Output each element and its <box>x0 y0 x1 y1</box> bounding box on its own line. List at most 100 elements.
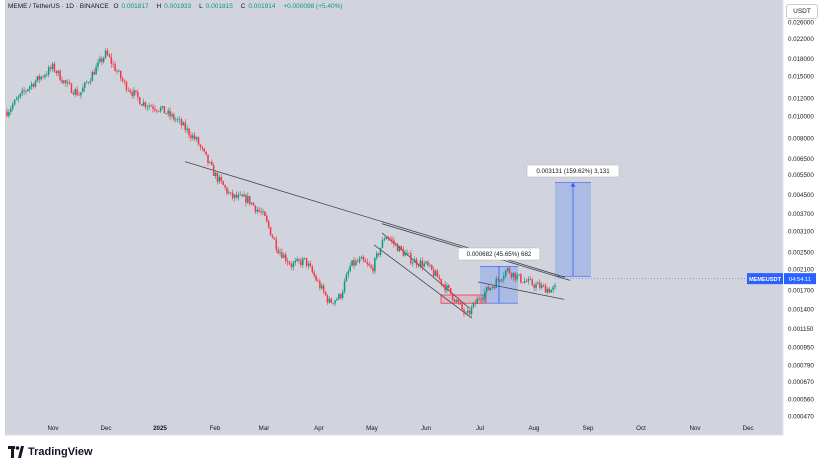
candle-body <box>427 261 429 266</box>
time-tick-label: Nov <box>689 425 701 432</box>
candle-body <box>15 98 18 101</box>
candle-body <box>446 285 448 291</box>
candle-body <box>347 271 350 275</box>
price-tick-label: 0.003700 <box>788 211 814 218</box>
candle-body <box>542 285 545 286</box>
candle-body <box>423 263 425 267</box>
candle-body <box>214 173 217 176</box>
candle-body <box>32 83 35 87</box>
price-tick-label: 0.000950 <box>788 345 814 352</box>
candle-body <box>324 291 327 296</box>
candle-body <box>463 309 465 314</box>
candle-body <box>307 263 310 266</box>
candle-body <box>413 259 416 263</box>
candle-body <box>228 192 230 194</box>
currency-button[interactable]: USDT <box>786 4 818 19</box>
candle-body <box>381 239 384 248</box>
candle-body <box>78 95 80 96</box>
candle-body <box>199 144 202 147</box>
candle-body <box>97 62 99 67</box>
candle-body <box>315 275 317 281</box>
candle-body <box>489 287 492 291</box>
candle-body <box>313 272 315 276</box>
candle-body <box>548 288 551 293</box>
price-axis[interactable]: 0.026000 0.022000 0.018000 0.015000 0.012000… <box>788 20 814 421</box>
candle-body <box>468 310 471 315</box>
candle-body <box>99 58 101 63</box>
candle-body <box>137 92 139 98</box>
price-tick-label: 0.001700 <box>788 287 814 294</box>
candle-body <box>533 284 535 288</box>
candle-body <box>404 252 406 256</box>
time-tick-label: Oct <box>636 425 646 432</box>
candle-body <box>152 106 154 109</box>
candle-body <box>294 260 296 263</box>
candle-body <box>436 270 439 278</box>
candle-body <box>123 80 126 82</box>
candle-body <box>351 260 353 266</box>
candle-body <box>493 286 496 289</box>
close-value: 0.001914 <box>248 3 276 10</box>
candle-body <box>309 263 312 267</box>
candle-body <box>508 268 511 274</box>
candle-body <box>252 202 255 206</box>
candle-body <box>169 110 171 117</box>
candle-body <box>360 256 363 259</box>
candle-body <box>332 302 334 304</box>
candle-body <box>504 270 507 276</box>
candle-body <box>243 194 245 197</box>
candle-body <box>484 291 486 299</box>
candle-body <box>518 274 520 276</box>
candle-body <box>271 235 274 238</box>
symbol-title[interactable]: MEME / TetherUS · 1D · BINANCE <box>8 3 109 10</box>
candle-body <box>106 50 109 55</box>
candle-body <box>302 258 304 266</box>
candle-body <box>114 64 116 72</box>
time-axis[interactable]: Nov Dec 2025 Feb Mar Apr May Jun Jul Aug Sep Oct Nov… <box>47 425 753 432</box>
candle-body <box>76 89 78 96</box>
tradingview-logo-icon <box>8 446 24 458</box>
candle-body <box>72 92 75 95</box>
candle-body <box>203 148 205 152</box>
trendline[interactable] <box>373 244 473 319</box>
candle-body <box>80 92 82 96</box>
candle-body <box>44 75 46 78</box>
trendline[interactable] <box>477 281 565 300</box>
candle-body <box>27 89 29 91</box>
candle-body <box>319 281 321 289</box>
candle-body <box>269 227 272 236</box>
candle-body <box>539 282 541 288</box>
candle-body <box>385 236 387 240</box>
large-measure-label: 0.003131 (159.62%) 3,131 <box>536 168 610 175</box>
countdown-tag-text: 04:54:11 <box>789 277 811 283</box>
candle-body <box>146 106 149 108</box>
last-price-tag: MEMEUSDT 04:54:11 <box>555 273 816 285</box>
candle-body <box>472 302 475 308</box>
time-tick-label: Dec <box>100 425 111 432</box>
measure-tools[interactable] <box>440 182 591 304</box>
candle-body <box>13 100 16 105</box>
candle-body <box>470 307 473 315</box>
candle-body <box>133 90 135 96</box>
price-tick-label: 0.000560 <box>788 396 814 403</box>
plot-area[interactable] <box>5 0 783 435</box>
candle-body <box>425 261 427 264</box>
candle-body <box>497 278 499 280</box>
candle-body <box>224 185 226 188</box>
candle-body <box>87 82 90 84</box>
candle-body <box>29 86 31 90</box>
candle-body <box>36 76 39 82</box>
candle-body <box>104 50 107 58</box>
candle-body <box>279 252 281 254</box>
candle-body <box>193 135 196 140</box>
candle-body <box>245 194 247 203</box>
price-tick-label: 0.000470 <box>788 414 814 421</box>
candle-body <box>300 260 302 266</box>
candle-body <box>176 119 179 121</box>
low-value: 0.001815 <box>205 3 233 10</box>
candle-body <box>218 176 221 182</box>
trendline[interactable] <box>381 232 470 309</box>
small-measure-label: 0.000682 (45.65%) 682 <box>467 251 532 258</box>
candle-body <box>376 253 378 258</box>
